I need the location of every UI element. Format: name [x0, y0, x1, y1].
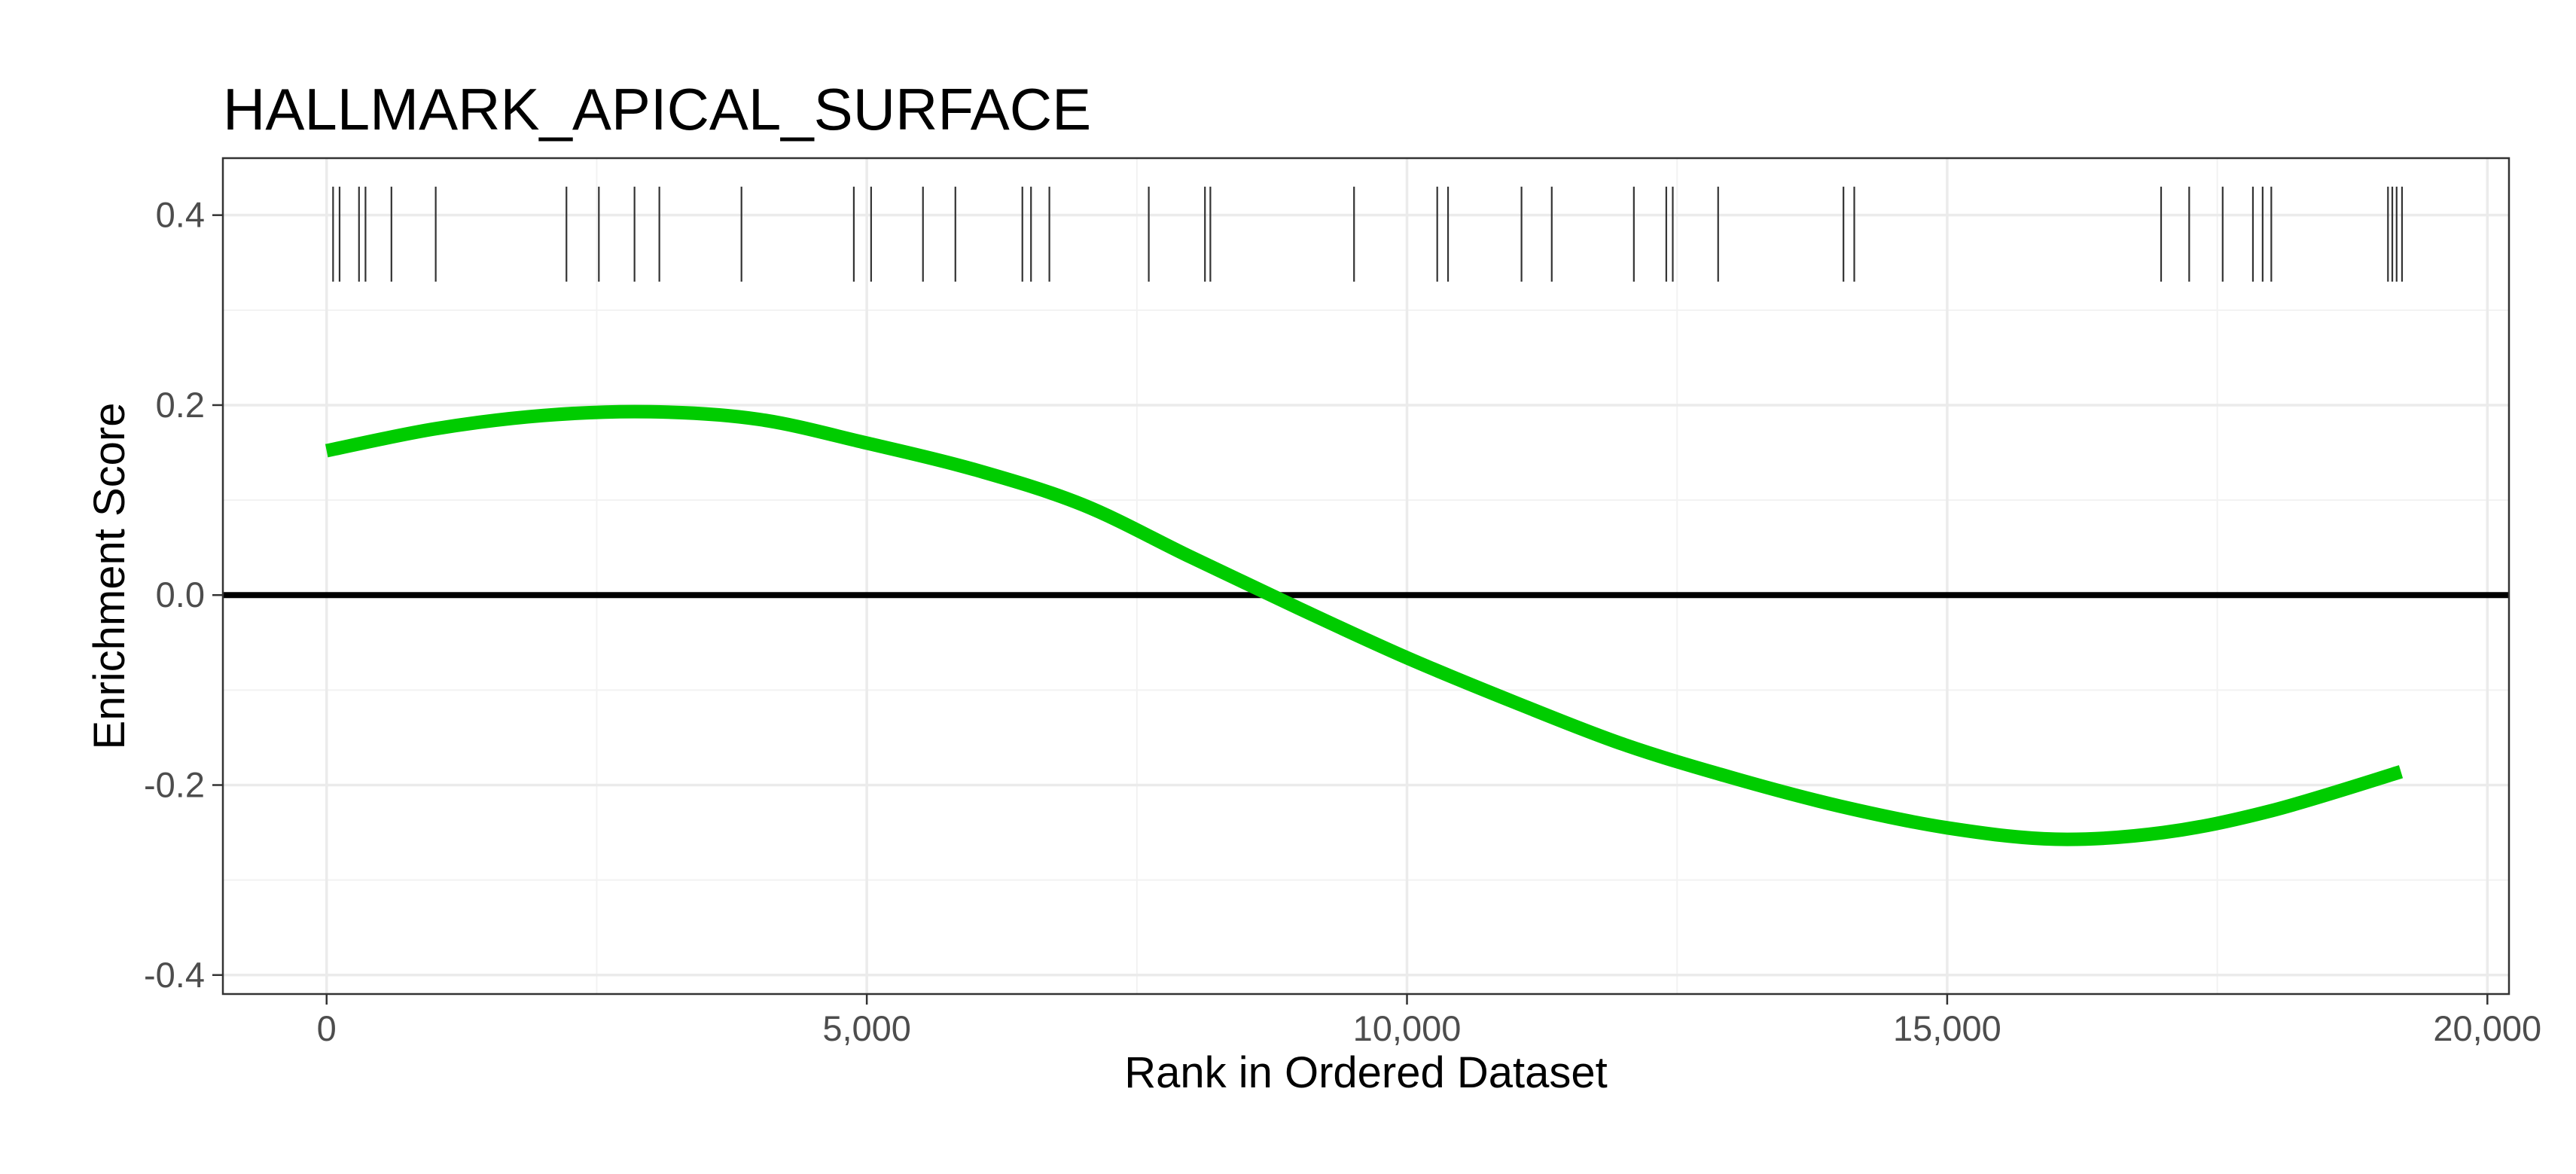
- gene-hit-marks: [332, 186, 2404, 282]
- x-tick-label: 10,000: [1353, 1008, 1462, 1048]
- chart-title: HALLMARK_APICAL_SURFACE: [223, 76, 1091, 142]
- x-tick-label: 0: [317, 1008, 337, 1048]
- y-tick-label: -0.4: [144, 955, 205, 995]
- y-tick-label: 0.4: [156, 195, 205, 235]
- enrichment-score-line: [325, 404, 2404, 846]
- plot-panel: [223, 158, 2509, 994]
- y-tick-label: 0.2: [156, 385, 205, 425]
- x-tick-label: 20,000: [2433, 1008, 2541, 1048]
- axis-ticks: 0 5,000 10,000 15,000 20,000 -0.4 -0.2 0.0 0.2 0.…: [144, 195, 2541, 1048]
- y-tick-label: -0.2: [144, 765, 205, 805]
- plot-border: [221, 157, 2510, 996]
- series-lines: [325, 404, 2404, 846]
- x-tick-label: 5,000: [822, 1008, 911, 1048]
- x-axis-title: Rank in Ordered Dataset: [1124, 1048, 1608, 1097]
- x-tick-label: 15,000: [1893, 1008, 2001, 1048]
- grid-lines: [223, 158, 2509, 994]
- y-axis-title: Enrichment Score: [85, 403, 134, 750]
- y-tick-label: 0.0: [156, 575, 205, 614]
